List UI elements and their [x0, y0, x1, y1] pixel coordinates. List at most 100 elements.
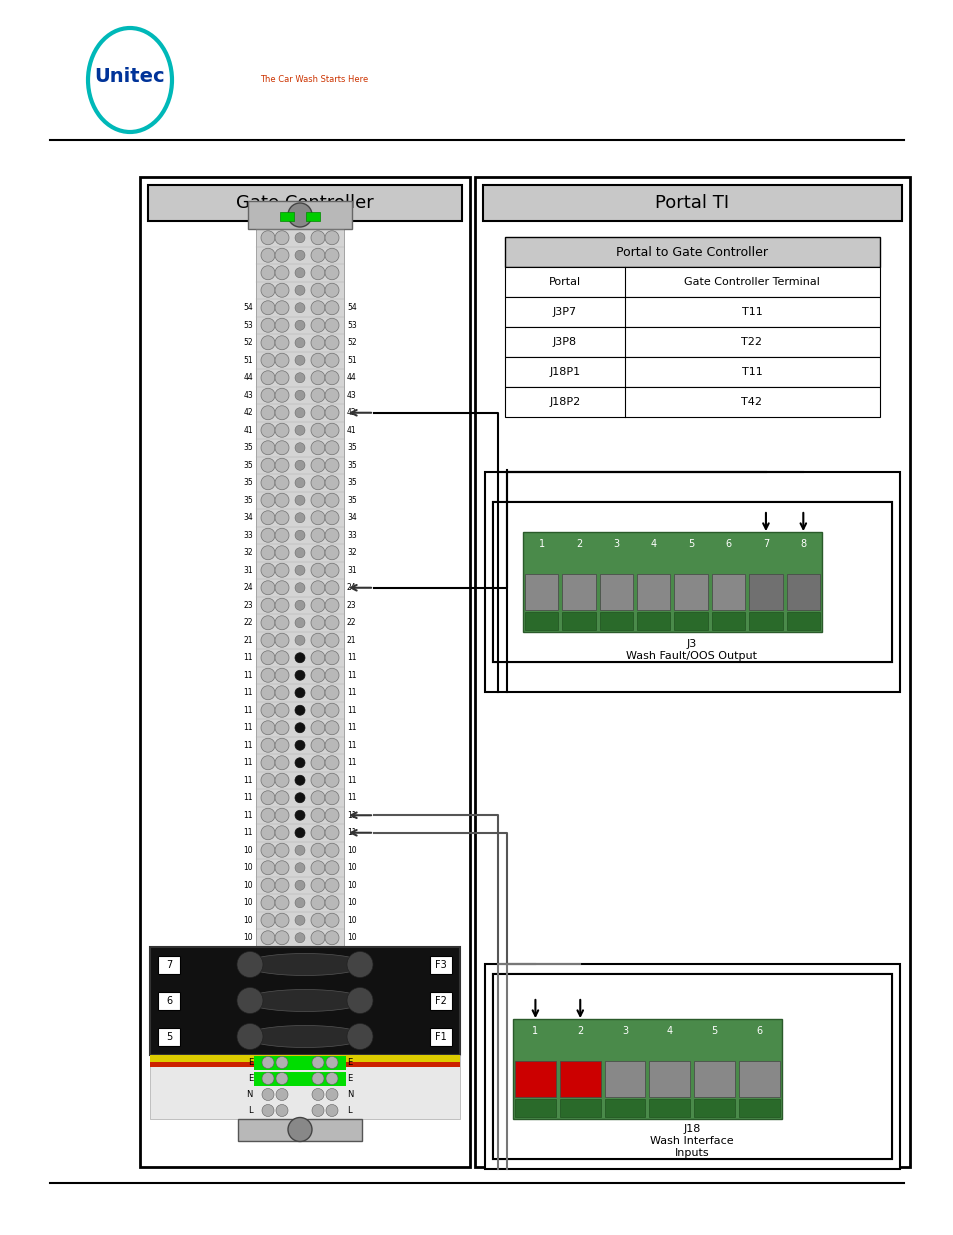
Circle shape [294, 863, 305, 873]
Circle shape [294, 722, 305, 732]
Text: 7: 7 [166, 960, 172, 969]
Text: 35: 35 [243, 478, 253, 488]
Circle shape [274, 773, 289, 787]
Circle shape [261, 773, 274, 787]
Text: 24: 24 [243, 583, 253, 593]
Circle shape [261, 266, 274, 280]
Circle shape [294, 845, 305, 856]
Circle shape [325, 790, 338, 805]
Text: 54: 54 [243, 304, 253, 312]
Circle shape [274, 721, 289, 735]
Text: 8: 8 [800, 538, 805, 550]
Circle shape [274, 546, 289, 559]
Bar [150, 1055, 459, 1062]
Circle shape [261, 703, 274, 718]
Circle shape [311, 563, 325, 577]
Text: 5: 5 [711, 1026, 717, 1036]
Text: Portal: Portal [548, 277, 580, 287]
Circle shape [347, 1024, 373, 1050]
Bar [515, 1099, 556, 1116]
Text: 11: 11 [347, 671, 356, 679]
Circle shape [325, 895, 338, 910]
Circle shape [326, 1104, 337, 1116]
Circle shape [275, 1072, 288, 1084]
Text: E: E [248, 1058, 253, 1067]
Bar [604, 1099, 645, 1116]
Circle shape [261, 878, 274, 892]
Circle shape [347, 951, 373, 977]
Circle shape [312, 1056, 324, 1068]
Circle shape [311, 529, 325, 542]
Text: L: L [248, 1107, 253, 1115]
Text: 3: 3 [613, 538, 618, 550]
Circle shape [311, 458, 325, 472]
Circle shape [274, 388, 289, 403]
Circle shape [325, 808, 338, 823]
Circle shape [311, 598, 325, 613]
Circle shape [325, 616, 338, 630]
Text: 53: 53 [243, 321, 253, 330]
Text: 11: 11 [347, 793, 356, 803]
Bar [599, 613, 633, 630]
Circle shape [261, 441, 274, 454]
Text: 52: 52 [347, 338, 356, 347]
Bar [524, 613, 558, 630]
Text: 11: 11 [347, 829, 356, 837]
Circle shape [294, 513, 305, 522]
Bar [148, 185, 461, 221]
Circle shape [325, 685, 338, 700]
Text: J3P7: J3P7 [553, 308, 577, 317]
Circle shape [325, 441, 338, 454]
Circle shape [311, 878, 325, 892]
Bar [524, 574, 558, 610]
Bar [561, 613, 595, 630]
Circle shape [311, 353, 325, 367]
Circle shape [274, 529, 289, 542]
Circle shape [274, 844, 289, 857]
Text: 35: 35 [347, 461, 356, 469]
Circle shape [288, 203, 312, 227]
Text: 42: 42 [243, 409, 253, 417]
Circle shape [275, 1088, 288, 1100]
Bar [604, 1061, 645, 1097]
Circle shape [326, 1072, 337, 1084]
Text: 11: 11 [243, 724, 253, 732]
Circle shape [311, 319, 325, 332]
Circle shape [311, 388, 325, 403]
Circle shape [294, 793, 305, 803]
Circle shape [261, 790, 274, 805]
Text: Portal TI: Portal TI [655, 194, 728, 212]
Text: 32: 32 [243, 548, 253, 557]
Circle shape [274, 336, 289, 350]
Bar [493, 501, 891, 662]
Circle shape [274, 878, 289, 892]
Text: 42: 42 [347, 409, 356, 417]
Text: 11: 11 [243, 705, 253, 715]
Text: 35: 35 [347, 443, 356, 452]
Ellipse shape [245, 953, 365, 976]
Circle shape [274, 756, 289, 769]
Bar [504, 387, 879, 417]
Text: 1: 1 [532, 1026, 537, 1036]
Bar [748, 574, 781, 610]
Circle shape [274, 790, 289, 805]
Text: 6: 6 [756, 1026, 761, 1036]
Circle shape [325, 580, 338, 595]
Bar [739, 1061, 780, 1097]
Circle shape [325, 231, 338, 245]
Circle shape [261, 475, 274, 490]
Circle shape [311, 406, 325, 420]
Circle shape [274, 406, 289, 420]
Circle shape [261, 493, 274, 508]
Circle shape [274, 493, 289, 508]
Bar [493, 974, 891, 1158]
Bar [504, 237, 879, 267]
Bar [711, 613, 744, 630]
Text: 6: 6 [724, 538, 731, 550]
Circle shape [311, 861, 325, 874]
Bar [475, 177, 909, 1167]
Circle shape [288, 1118, 312, 1141]
Circle shape [274, 826, 289, 840]
Text: 44: 44 [243, 373, 253, 383]
Circle shape [325, 651, 338, 664]
